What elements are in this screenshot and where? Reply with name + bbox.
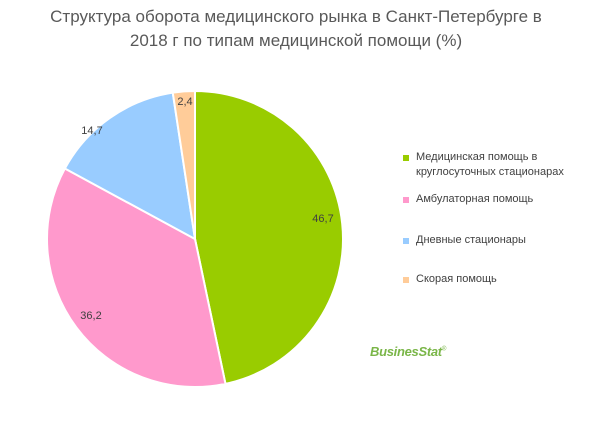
businesstat-logo: BusinesStat®: [370, 344, 446, 359]
chart-title: Структура оборота медицинского рынка в С…: [0, 5, 592, 53]
logo-text: BusinesStat: [370, 344, 442, 359]
data-label-ambulance: 2,4: [177, 96, 192, 108]
pie-slice-outpatient: [46, 167, 227, 388]
legend-swatch-inpatient: [403, 155, 409, 161]
legend-item-ambulance: Скорая помощь: [403, 272, 588, 287]
pie-slice-inpatient: [194, 89, 345, 386]
legend-swatch-day-hospital: [403, 238, 409, 244]
data-label-inpatient: 46,7: [312, 213, 333, 225]
legend-item-inpatient: Медицинская помощь в круглосуточных стац…: [403, 150, 588, 180]
chart-title-line-2: 2018 г по типам медицинской помощи (%): [129, 31, 463, 50]
legend-label-day-hospital: Дневные стационары: [416, 234, 526, 246]
pie-slice-day-hospital: [63, 91, 197, 241]
legend-label-inpatient-line-1: Медицинская помощь в: [416, 151, 538, 163]
legend-swatch-ambulance: [403, 277, 409, 283]
legend-label-ambulance: Скорая помощь: [416, 273, 497, 285]
legend-item-day-hospital: Дневные стационары: [403, 233, 588, 248]
legend-label-outpatient: Амбулаторная помощь: [416, 193, 534, 205]
chart-title-line-1: Структура оборота медицинского рынка в С…: [50, 7, 542, 26]
legend-label-inpatient-line-2: круглосуточных стационарах: [416, 166, 564, 178]
logo-registered-mark: ®: [441, 346, 446, 353]
legend-swatch-outpatient: [403, 197, 409, 203]
legend-item-outpatient: Амбулаторная помощь: [403, 192, 588, 207]
data-label-outpatient: 36,2: [80, 310, 101, 322]
data-label-day-hospital: 14,7: [81, 125, 102, 137]
pie-slice-ambulance: [171, 89, 196, 240]
